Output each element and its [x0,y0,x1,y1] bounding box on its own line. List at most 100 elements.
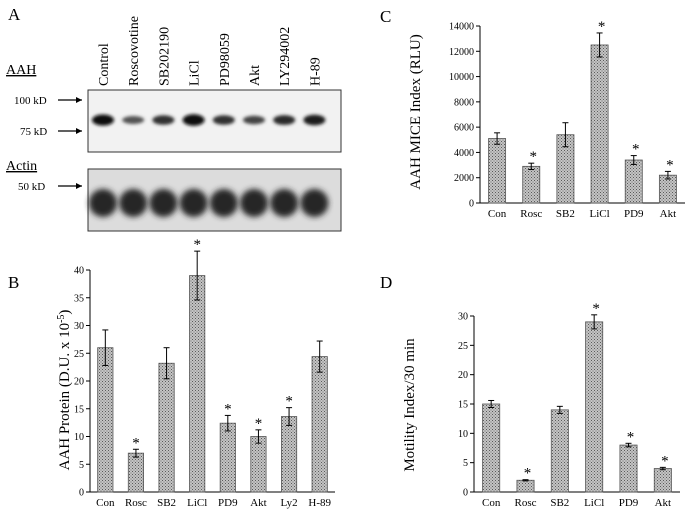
chart-c-bar-con [488,138,507,204]
lane-label-2: Roscovotine [127,16,142,86]
chart-c-ytick-label-2: 4000 [454,148,474,159]
chart-motility-index: 0 5 10 15 20 25 30 Con Rosc * SB2 LiCl * PD9 * Akt * [458,301,680,509]
chart-d-ytick-label-2: 10 [458,429,468,440]
panel-label-c: C [380,7,391,26]
chart-d-bar-akt [653,468,672,493]
chart-b-bar-sb2 [158,362,175,493]
chart-b-ytick-label-3: 15 [74,404,84,415]
chart-b-bar-licl [189,275,206,493]
chart-c-ytick-label-5: 10000 [449,72,474,83]
aah-band-5 [212,115,235,125]
chart-b-bar-rosc [127,452,144,493]
chart-d-ytick-label-6: 30 [458,312,468,323]
chart-b-xtick-label-licl: LiCl [187,497,207,509]
marker-50kd-label: 50 kD [18,181,45,193]
chart-c-ylabel: AAH MICE Index (RLU) [408,34,424,189]
aah-band-3 [152,115,175,125]
chart-b-bar-con [97,347,114,493]
chart-b-xtick-label-sb2: SB2 [157,497,176,509]
chart-b-bar-pd9 [219,422,236,493]
actin-band-8 [300,189,329,217]
lane-labels: Control Roscovotine SB202190 LiCl PD98059 Akt… [97,16,323,86]
chart-d-xtick-label-sb2: SB2 [550,497,569,509]
chart-c-ytick-label-1: 2000 [454,173,474,184]
chart-b-bar-akt [250,436,267,493]
marker-75kd: 75 kD [20,126,82,138]
chart-d-bar-sb2 [550,409,569,493]
aah-blot-label: AAH [6,63,36,78]
chart-c-ytick-label-6: 12000 [449,47,474,58]
chart-d-xtick-label-akt: Akt [655,497,672,509]
chart-aah-mice-index: 0 2000 4000 6000 8000 10000 12000 14000 Con Rosc *… [449,19,685,220]
chart-d-significance-pd9: * [627,429,635,445]
chart-d-ytick-label-1: 5 [463,458,468,469]
actin-band-1 [89,189,117,217]
chart-d-xtick-label-pd9: PD9 [619,497,639,509]
marker-50kd: 50 kD [18,181,82,193]
chart-c-xtick-label-con: Con [488,208,507,220]
chart-d-xtick-label-rosc: Rosc [515,497,537,509]
chart-b-ytick-label-6: 30 [74,321,84,332]
actin-band-6 [240,189,268,217]
chart-c-ytick-label-7: 14000 [449,22,474,33]
lane-label-7: LY294002 [278,27,293,86]
aah-band-6 [243,115,265,125]
chart-b-xtick-label-h-89: H-89 [308,497,331,509]
chart-c-xtick-label-pd9: PD9 [624,208,644,220]
lane-label-1: Control [97,43,112,86]
chart-d-xtick-label-con: Con [482,497,501,509]
aah-band-2 [122,116,145,124]
chart-b-xtick-label-rosc: Rosc [125,497,147,509]
chart-c-bar-pd9 [624,159,643,204]
chart-c-xtick-label-sb2: SB2 [556,208,575,220]
chart-b-bar-h-89 [311,356,328,493]
chart-b-ytick-label-1: 5 [79,460,84,471]
chart-c-bar-rosc [522,165,541,204]
marker-100kd-arrowhead [76,97,82,103]
chart-d-bar-licl [585,321,604,493]
marker-100kd: 100 kD [14,95,82,107]
chart-d-ytick-label-5: 25 [458,341,468,352]
chart-c-significance-licl: * [598,19,606,35]
chart-b-ytick-label-8: 40 [74,266,84,277]
chart-c-xtick-label-akt: Akt [660,208,677,220]
chart-c-ytick-label-0: 0 [469,199,474,210]
aah-band-8 [303,114,326,126]
marker-75kd-arrowhead [76,128,82,134]
chart-d-ylabel: Motility Index/30 min [402,338,418,472]
western-blot-panel: AAH Actin Control Roscovotine SB202190 LiCl… [6,16,342,232]
chart-b-xtick-label-akt: Akt [250,497,267,509]
panel-label-d: D [380,273,392,292]
chart-d-ytick-label-0: 0 [463,488,468,499]
chart-c-xtick-label-licl: LiCl [589,208,609,220]
actin-blot-label: Actin [6,159,37,174]
aah-band-7 [273,115,296,125]
chart-b-bar-ly2 [281,416,298,493]
chart-b-significance-pd9: * [224,401,232,417]
chart-c-bar-licl [590,44,609,204]
chart-d-significance-licl: * [592,301,600,317]
chart-c-xtick-label-rosc: Rosc [520,208,542,220]
chart-b-ytick-label-5: 25 [74,349,84,360]
marker-100kd-label: 100 kD [14,95,47,107]
chart-b-significance-ly2: * [285,394,293,410]
actin-band-5 [209,189,238,217]
aah-band-1 [92,114,114,126]
actin-band-3 [149,189,178,217]
chart-d-significance-akt: * [661,453,669,469]
chart-b-ylabel: AAH Protein (D.U. x 10-5) [56,310,73,471]
actin-band-4 [179,189,208,217]
lane-label-8: H-89 [308,57,323,86]
marker-75kd-label: 75 kD [20,126,47,138]
chart-b-ytick-label-0: 0 [79,488,84,499]
chart-d-bar-pd9 [619,444,638,493]
panel-label-b: B [8,273,19,292]
chart-c-ytick-label-4: 8000 [454,97,474,108]
actin-bands [89,189,329,217]
chart-b-ytick-label-4: 20 [74,377,84,388]
panel-label-a: A [8,5,21,24]
lane-label-6: Akt [248,65,263,86]
chart-d-xtick-label-licl: LiCl [584,497,604,509]
chart-b-xtick-label-ly2: Ly2 [281,497,298,509]
chart-c-significance-rosc: * [530,149,538,165]
